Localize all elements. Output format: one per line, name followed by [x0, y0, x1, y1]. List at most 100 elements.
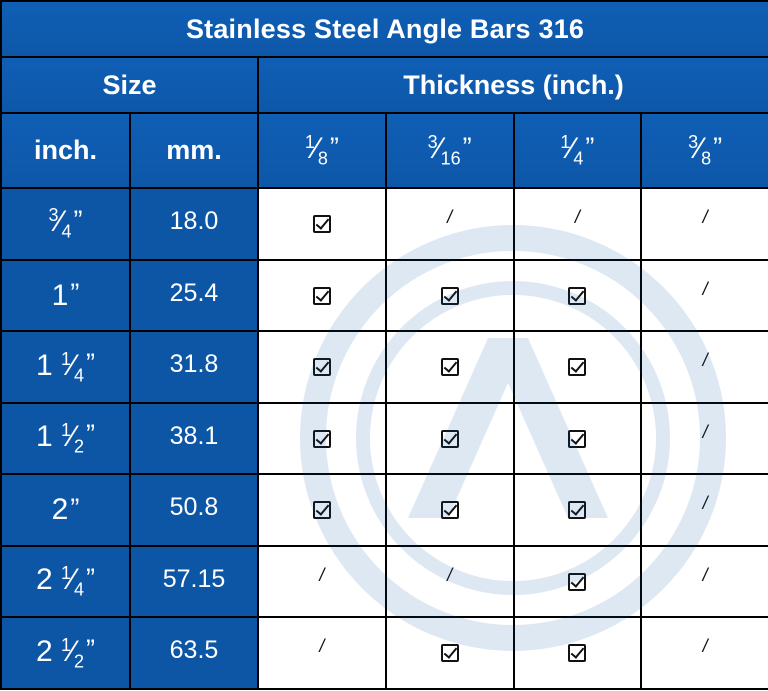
thickness-column-header: 3⁄8” — [640, 112, 768, 189]
checked-box-icon — [568, 429, 587, 448]
table-row: 1 1⁄4” 31.8/ — [0, 330, 768, 404]
available-cell — [257, 187, 387, 261]
checked-box-icon — [312, 286, 331, 305]
denominator: 2 — [74, 436, 85, 457]
denominator: 8 — [317, 148, 328, 169]
thickness-fraction: 1⁄4” — [560, 132, 594, 169]
checked-box-icon — [440, 358, 459, 377]
inch-mark: ” — [86, 419, 96, 450]
fraction: 1⁄4 — [61, 563, 84, 600]
fraction-slash: ⁄ — [569, 132, 575, 166]
denominator: 8 — [701, 148, 712, 169]
fraction-slash: ⁄ — [57, 205, 63, 239]
thickness-column-header: 1⁄8” — [257, 112, 387, 189]
unavailable-cell: / — [384, 544, 515, 619]
size-inch-cell: 2 1⁄4” — [0, 544, 131, 619]
available-cell — [512, 330, 643, 404]
checked-box-icon — [312, 215, 331, 233]
size-inch-cell: 2 1⁄2” — [0, 616, 131, 690]
available-cell — [384, 401, 515, 476]
available-cell — [257, 473, 387, 547]
thickness-fraction: 3⁄8” — [688, 132, 722, 169]
checked-box-icon — [440, 644, 459, 663]
size-mm-cell: 31.8 — [129, 330, 259, 404]
checked-box-icon — [568, 644, 587, 663]
inch-mark: ” — [70, 278, 80, 308]
thickness-fraction: 1⁄8” — [304, 131, 339, 169]
size-inch-cell: 3⁄4” — [0, 187, 131, 261]
numerator: 3 — [48, 205, 59, 226]
checked-box-icon — [568, 358, 587, 377]
fraction-slash: ⁄ — [313, 132, 319, 166]
unavailable-cell: / — [640, 616, 768, 690]
fraction: 3⁄8 — [688, 132, 711, 169]
fraction: 3⁄4 — [48, 205, 71, 242]
checked-box-icon — [312, 429, 331, 448]
whole-number: 1 — [51, 278, 69, 312]
inch-column-header: inch. — [0, 112, 131, 189]
checked-box-icon — [440, 286, 459, 305]
size-mm-cell: 25.4 — [129, 258, 259, 333]
inch-mark: ” — [462, 131, 472, 162]
numerator: 1 — [60, 348, 71, 369]
available-cell — [512, 258, 643, 333]
checked-box-icon — [568, 572, 587, 591]
available-cell — [512, 473, 643, 547]
inch-mark: ” — [73, 204, 83, 235]
table-row: 2” 50.8 / — [0, 473, 768, 547]
denominator: 4 — [573, 148, 584, 169]
fraction-slash: ⁄ — [70, 634, 76, 668]
size-inch-value: 2 1⁄4” — [36, 562, 96, 600]
size-inch-value: 3⁄4” — [48, 204, 83, 242]
size-mm-cell: 50.8 — [129, 473, 259, 547]
size-inch-value: 1” — [51, 278, 80, 312]
numerator: 1 — [60, 420, 71, 441]
available-cell — [512, 401, 643, 476]
checked-box-icon — [440, 429, 459, 448]
numerator: 1 — [60, 563, 71, 584]
denominator: 16 — [440, 148, 461, 169]
checked-box-icon — [568, 501, 587, 520]
available-cell — [257, 330, 387, 404]
table-row: 3⁄4” 18.0// / — [0, 187, 768, 261]
numerator: 1 — [304, 132, 315, 153]
fraction-slash: ⁄ — [697, 132, 703, 166]
numerator: 1 — [560, 132, 571, 153]
inch-mark: ” — [86, 562, 96, 593]
denominator: 4 — [74, 579, 85, 600]
thickness-column-header: 1⁄4” — [512, 112, 643, 189]
inch-mark: ” — [86, 634, 96, 665]
available-cell — [384, 330, 515, 404]
size-inch-value: 1 1⁄2” — [35, 419, 96, 457]
unavailable-cell: / — [640, 473, 768, 547]
available-cell — [512, 544, 643, 619]
denominator: 2 — [74, 651, 85, 672]
thickness-header: Thickness (inch.) — [256, 56, 768, 114]
table-body: 3⁄4” 18.0///1” 25.4/1 1⁄4” 31.8/1 1⁄2” 38.1/… — [0, 187, 768, 690]
size-mm-cell: 63.5 — [129, 616, 259, 690]
fraction: 1⁄2 — [61, 635, 84, 672]
table-row: 1 1⁄2” 38.1/ — [0, 401, 768, 476]
whole-number: 1 — [35, 420, 53, 454]
size-mm-cell: 38.1 — [129, 401, 259, 476]
unavailable-cell: / — [257, 544, 387, 619]
fraction-slash: ⁄ — [70, 420, 76, 454]
whole-number: 1 — [35, 348, 53, 382]
size-mm-cell: 57.15 — [129, 544, 259, 619]
denominator: 4 — [61, 221, 72, 242]
numerator: 1 — [60, 634, 71, 655]
fraction: 1⁄4 — [61, 349, 84, 386]
checked-box-icon — [440, 501, 459, 520]
thickness-fraction: 3⁄16” — [428, 131, 472, 169]
table-title: Stainless Steel Angle Bars 316 — [0, 0, 768, 58]
whole-number: 2 — [51, 493, 69, 527]
size-inch-value: 1 1⁄4” — [35, 348, 95, 385]
unavailable-cell: / — [640, 544, 768, 619]
fraction-slash: ⁄ — [70, 348, 76, 382]
thickness-column-header: 3⁄16” — [384, 112, 515, 189]
inch-mark: ” — [329, 131, 339, 162]
unavailable-cell: / — [640, 401, 768, 476]
mm-column-header: mm. — [129, 112, 259, 189]
